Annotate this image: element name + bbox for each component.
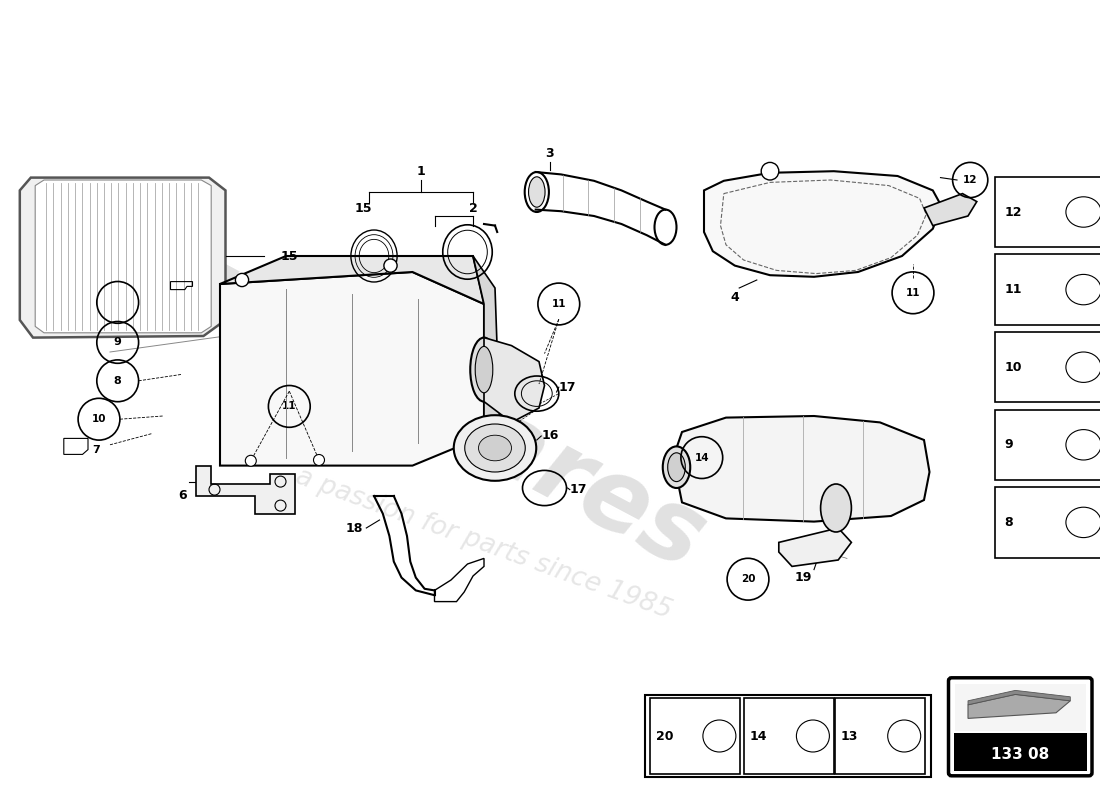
Text: 10: 10 [91, 414, 107, 424]
Polygon shape [220, 256, 484, 304]
Circle shape [245, 455, 256, 466]
Text: 7: 7 [91, 445, 100, 454]
Text: 5: 5 [195, 278, 204, 291]
Text: 8: 8 [1004, 516, 1013, 529]
FancyBboxPatch shape [835, 698, 925, 774]
FancyBboxPatch shape [996, 177, 1100, 247]
Ellipse shape [475, 346, 493, 393]
Ellipse shape [821, 484, 851, 532]
Text: 12: 12 [962, 175, 978, 185]
Text: 13: 13 [840, 730, 858, 742]
Ellipse shape [668, 453, 685, 482]
FancyBboxPatch shape [948, 678, 1092, 776]
Circle shape [384, 259, 397, 272]
Polygon shape [779, 528, 851, 566]
FancyBboxPatch shape [744, 698, 834, 774]
FancyBboxPatch shape [996, 332, 1100, 402]
Text: 20: 20 [740, 574, 756, 584]
Text: 17: 17 [570, 483, 587, 496]
Ellipse shape [478, 435, 512, 461]
Text: 13: 13 [110, 298, 125, 307]
Text: 14: 14 [694, 453, 710, 462]
Text: 12: 12 [1004, 206, 1022, 218]
Text: 14: 14 [749, 730, 767, 742]
Polygon shape [676, 416, 930, 522]
FancyBboxPatch shape [955, 683, 1086, 731]
Polygon shape [35, 180, 211, 333]
Text: 133 08: 133 08 [991, 747, 1049, 762]
Polygon shape [704, 171, 942, 277]
Text: 11: 11 [282, 402, 297, 411]
Text: eurospares: eurospares [116, 209, 720, 591]
Circle shape [761, 162, 779, 180]
Polygon shape [968, 694, 1070, 718]
Polygon shape [924, 194, 977, 226]
Ellipse shape [453, 415, 537, 481]
Text: 9: 9 [1004, 438, 1013, 451]
FancyBboxPatch shape [996, 410, 1100, 480]
Text: 9: 9 [113, 338, 122, 347]
Ellipse shape [464, 424, 526, 472]
Text: a passion for parts since 1985: a passion for parts since 1985 [293, 464, 675, 624]
Text: 15: 15 [354, 202, 372, 214]
FancyBboxPatch shape [996, 487, 1100, 558]
Text: 8: 8 [113, 376, 122, 386]
Text: 11: 11 [551, 299, 566, 309]
Polygon shape [473, 256, 500, 444]
Polygon shape [968, 690, 1070, 705]
Text: 15: 15 [280, 250, 298, 262]
Text: 6: 6 [178, 490, 187, 502]
Text: 3: 3 [546, 147, 554, 160]
Circle shape [314, 454, 324, 466]
Ellipse shape [529, 177, 546, 207]
FancyBboxPatch shape [954, 733, 1087, 771]
Ellipse shape [662, 446, 691, 488]
Text: 11: 11 [1004, 283, 1022, 296]
Polygon shape [220, 272, 484, 466]
FancyBboxPatch shape [650, 698, 740, 774]
Text: 2: 2 [469, 202, 477, 214]
Text: 16: 16 [541, 430, 559, 442]
Text: 4: 4 [730, 291, 739, 304]
Text: 11: 11 [905, 288, 921, 298]
Polygon shape [196, 466, 295, 514]
Polygon shape [484, 338, 544, 422]
Ellipse shape [471, 338, 498, 402]
Text: 1: 1 [417, 165, 426, 178]
Polygon shape [20, 178, 226, 338]
Text: 20: 20 [656, 730, 673, 742]
Text: 18: 18 [345, 522, 363, 534]
Text: 17: 17 [559, 381, 576, 394]
Circle shape [235, 274, 249, 286]
Text: 19: 19 [794, 571, 812, 584]
Text: 10: 10 [1004, 361, 1022, 374]
FancyBboxPatch shape [996, 254, 1100, 325]
